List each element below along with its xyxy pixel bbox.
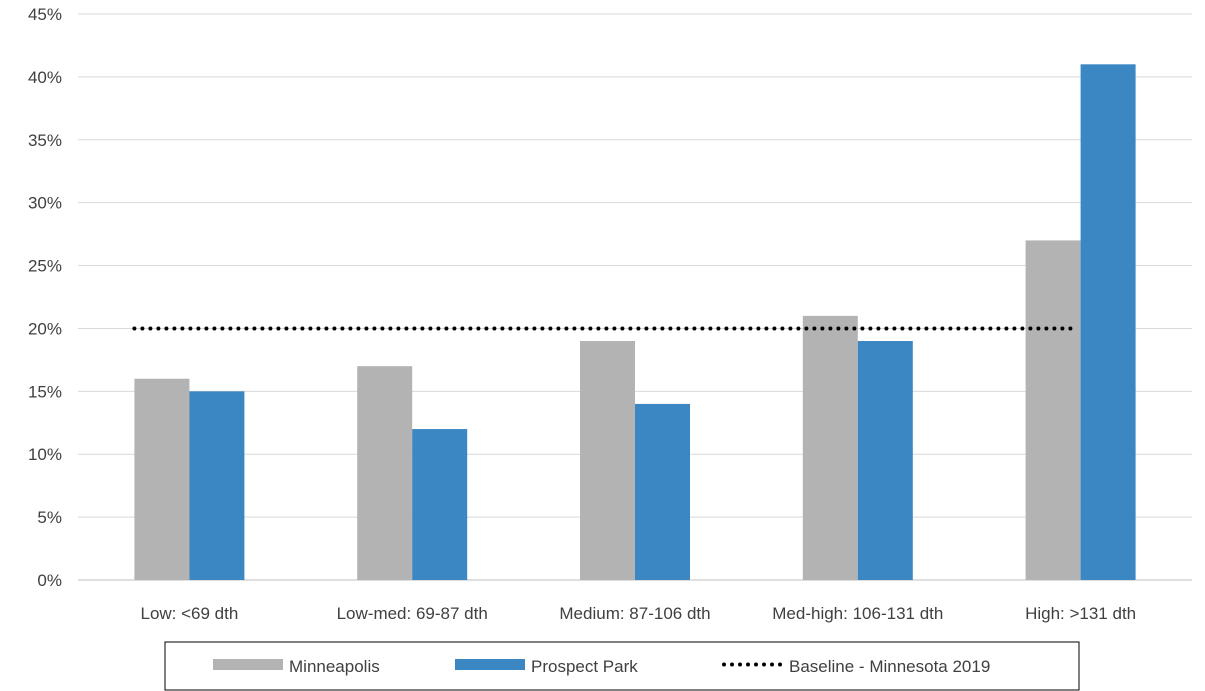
- x-axis-tick-labels: Low: <69 dth Low-med: 69-87 dth Medium: 87…: [140, 604, 1136, 623]
- y-tick-label: 30%: [28, 194, 62, 213]
- legend-swatch-prospect-park: [455, 659, 525, 670]
- bar-prospect-park: [1080, 64, 1136, 581]
- legend-label-minneapolis: Minneapolis: [289, 657, 380, 676]
- y-axis-tick-labels: 0% 5% 10% 15% 20% 25% 30% 35% 40% 45%: [28, 5, 62, 590]
- bar-prospect-park: [189, 391, 245, 580]
- bar-prospect-park: [412, 429, 468, 580]
- bar-minneapolis: [1025, 240, 1081, 580]
- bar-minneapolis: [134, 378, 190, 580]
- y-tick-label: 45%: [28, 5, 62, 24]
- legend: Minneapolis Prospect Park Baseline - Min…: [164, 641, 1080, 691]
- bar-minneapolis: [580, 341, 635, 580]
- gridlines: [78, 13, 1192, 581]
- legend-box: [164, 641, 1080, 691]
- y-tick-label: 5%: [37, 508, 62, 527]
- bar-minneapolis: [802, 315, 858, 580]
- y-tick-label: 40%: [28, 68, 62, 87]
- bars: [134, 64, 1136, 581]
- y-tick-label: 35%: [28, 131, 62, 150]
- y-tick-label: 0%: [37, 571, 62, 590]
- y-tick-label: 25%: [28, 257, 62, 276]
- y-tick-label: 15%: [28, 382, 62, 401]
- x-tick-label: High: >131 dth: [1025, 604, 1136, 623]
- x-tick-label: Med-high: 106-131 dth: [772, 604, 943, 623]
- x-tick-label: Medium: 87-106 dth: [559, 604, 710, 623]
- y-tick-label: 10%: [28, 445, 62, 464]
- x-tick-label: Low-med: 69-87 dth: [337, 604, 488, 623]
- bar-minneapolis: [357, 366, 413, 580]
- legend-label-baseline: Baseline - Minnesota 2019: [789, 657, 990, 676]
- legend-label-prospect-park: Prospect Park: [531, 657, 638, 676]
- x-tick-label: Low: <69 dth: [140, 604, 238, 623]
- legend-swatch-minneapolis: [213, 659, 283, 670]
- bar-prospect-park: [635, 403, 690, 580]
- y-tick-label: 20%: [28, 319, 62, 338]
- bar-prospect-park: [857, 341, 913, 580]
